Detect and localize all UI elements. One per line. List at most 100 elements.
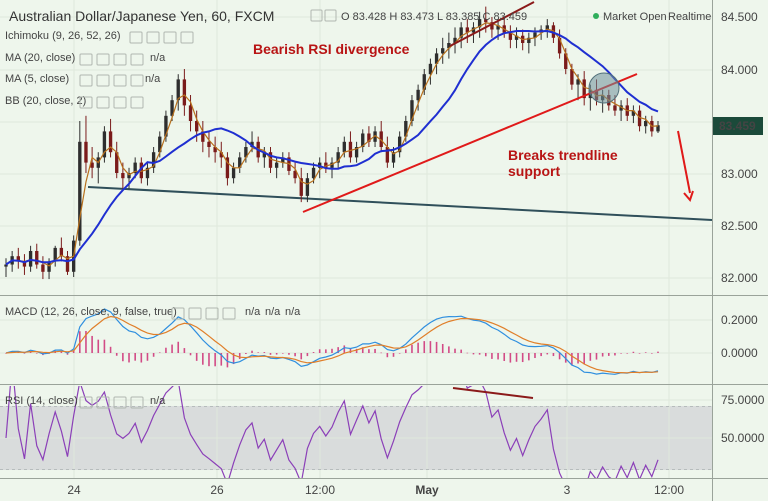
macd-histogram-bar [460,349,462,353]
indicator-control-icon[interactable] [96,74,110,87]
macd-histogram-bar [195,353,198,361]
macd-histogram-bar [294,353,296,357]
macd-histogram-bar [257,352,259,353]
indicator-control-icon[interactable] [130,96,144,109]
candle-body [471,27,476,33]
indicator-control-icon[interactable] [96,96,110,109]
indicator-control-icon[interactable] [113,96,127,109]
indicator-control-icon[interactable] [113,53,127,66]
market-status: Market Open [603,11,667,23]
indicator-control-icon[interactable] [130,74,144,87]
candle-body [238,157,242,168]
indicator-control-icon[interactable] [171,307,185,320]
candle-body [195,121,199,132]
candle-body [84,141,88,163]
ichimoku-label[interactable]: Ichimoku (9, 26, 52, 26) [5,30,121,42]
macd-label[interactable]: MACD (12, 26, close, 9, false, true) [5,306,177,318]
candle-body [53,247,57,262]
macd-histogram-bar [343,345,346,353]
legend-controls[interactable] [310,9,337,22]
macd-histogram-bar [183,348,186,353]
ma20-label[interactable]: MA (20, close) [5,52,75,64]
candle-body [4,264,8,267]
rising-trendline[interactable] [302,73,638,213]
annotation-bearish-divergence: Bearish RSI divergence [253,41,410,57]
macd-histogram-bar [361,347,364,353]
macd-histogram-value: n/a [245,306,261,318]
candle-body [656,125,660,132]
candle-body [619,105,623,111]
candle-body [102,131,107,158]
indicator-control-icon[interactable] [113,396,127,409]
last-price-badge[interactable]: 83.459 [713,117,763,135]
support-line[interactable] [87,186,712,221]
tick-label-rsi: 75.0000 [721,393,765,407]
price-axis[interactable]: 84.500 84.000 83.000 82.500 82.000 0.200… [721,10,765,445]
tick-label-time: May [415,483,439,497]
indicator-control-icon[interactable] [188,307,202,320]
market-open-icon [593,13,599,19]
candle-body [367,133,371,142]
macd-histogram-bar [571,353,573,366]
time-axis[interactable]: 24 26 12:00 May 3 12:00 [67,483,684,497]
symbol-title: Australian Dollar/Japanese Yen, 60, FXCM [9,8,274,24]
candle-body [354,147,359,158]
macd-histogram-bar [263,352,266,353]
chart-header: Australian Dollar/Japanese Yen, 60, FXCM… [9,8,711,24]
macd-histogram-bar [472,353,475,355]
indicator-control-icon[interactable] [129,31,143,44]
tick-label-price: 82.500 [721,219,758,233]
candle-body [336,152,340,163]
indicator-control-icon[interactable] [79,396,93,409]
candle-body [219,152,223,158]
indicator-control-icon[interactable] [96,396,110,409]
macd-histogram-bar [134,353,136,361]
macd-histogram-bar [509,353,512,363]
candle-body [637,110,642,127]
indicator-control-icon[interactable] [113,74,127,87]
macd-histogram-bar [128,353,130,363]
indicator-controls[interactable] [79,31,236,409]
rsi-label[interactable]: RSI (14, close) [5,395,78,407]
ma5-label[interactable]: MA (5, close) [5,73,69,85]
macd-histogram-bar [251,350,253,353]
macd-histogram-bar [528,353,530,361]
candle-body [490,22,494,30]
macd-histogram-bar [103,339,106,353]
divergence-price-line[interactable] [449,1,535,47]
candle-body [311,167,316,179]
indicator-control-icon[interactable] [163,31,177,44]
macd-histogram-bar [220,353,223,366]
candle-body [47,261,51,272]
indicator-control-icon[interactable] [79,96,93,109]
divergence-rsi-line[interactable] [452,387,534,399]
macd-histogram-bar [546,353,549,355]
breakout-highlight-circle[interactable] [588,72,620,104]
macd-histogram-bar [552,353,555,357]
indicator-control-icon[interactable] [180,31,194,44]
indicator-control-icon[interactable] [130,396,144,409]
indicator-control-icon[interactable] [222,307,236,320]
indicator-control-icon[interactable] [96,53,110,66]
candle-body [404,121,408,137]
macd-histogram-bar [232,353,235,365]
indicator-control-icon[interactable] [146,31,160,44]
bb-label[interactable]: BB (20, close, 2) [5,95,86,107]
macd-histogram-bar [85,330,87,353]
macd-histogram-bar [515,353,518,362]
last-price-value: 83.459 [719,119,756,133]
candle-body [35,251,39,265]
indicator-control-icon[interactable] [205,307,219,320]
macd-histogram-bar [405,349,407,353]
indicator-control-icon[interactable] [79,74,93,87]
macd-histogram-bar [349,348,352,353]
indicator-control-icon[interactable] [130,53,144,66]
candle-body [151,152,156,168]
tick-label-price: 82.000 [721,271,758,285]
indicator-control-icon[interactable] [79,53,93,66]
candle-body [459,27,463,38]
macd-histogram-bar [583,353,585,365]
rsi-line [5,386,659,478]
macd-histogram-bar [386,353,389,358]
